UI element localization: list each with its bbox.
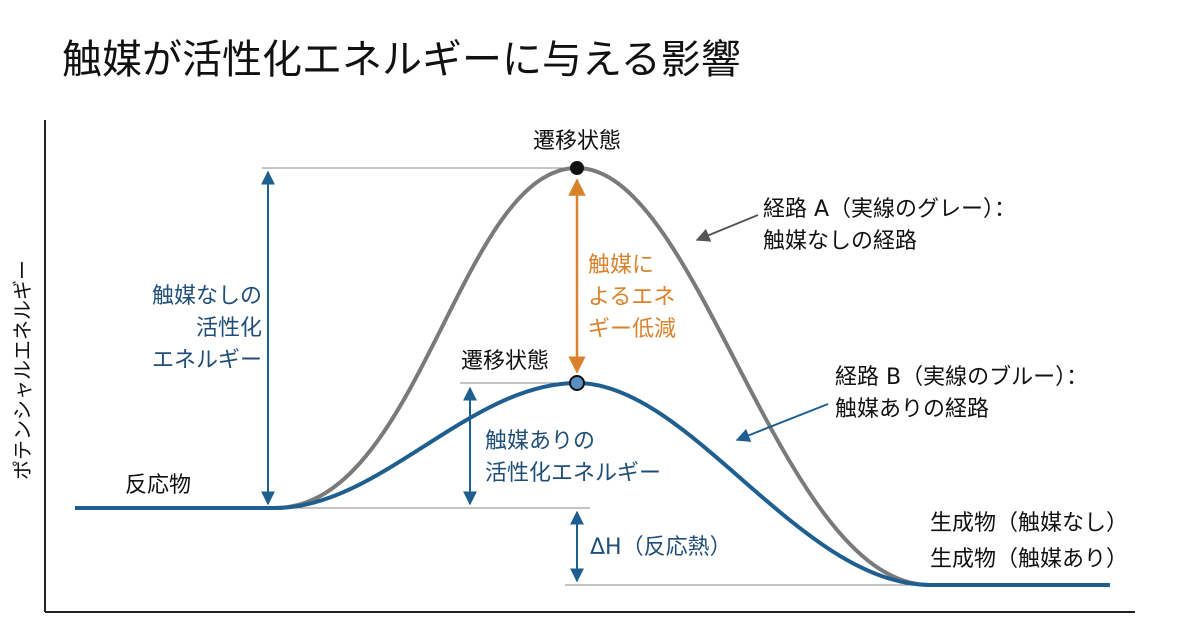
annotation: エネルギー: [152, 348, 262, 373]
path-label: 経路 A（実線のグレー）：: [763, 197, 1016, 222]
annotation: ギー低減: [588, 317, 676, 342]
reactant-label: 反応物: [125, 473, 191, 498]
transition-point-a: [570, 161, 584, 175]
annotation: 活性化エネルギー: [485, 461, 661, 486]
annotation: 触媒なしの: [152, 284, 262, 309]
transition-label: 遷移状態: [461, 349, 549, 374]
transition-label: 遷移状態: [533, 129, 621, 154]
annotation: 触媒に: [588, 253, 654, 278]
delta-h-label: ΔH（反応熱）: [590, 535, 732, 560]
product-label: 生成物（触媒あり）: [930, 547, 1128, 572]
pointer: [695, 214, 759, 242]
y-axis-label: ポテンシャルエネルギー: [11, 260, 35, 480]
path-label: 触媒なしの経路: [763, 229, 917, 254]
path-label: 触媒ありの経路: [835, 397, 989, 422]
annotation: 活性化: [196, 316, 262, 341]
pointer: [735, 403, 829, 442]
path-label: 経路 B（実線のブルー）：: [835, 365, 1088, 390]
transition-point-b: [569, 375, 585, 391]
title: 触媒が活性化エネルギーに与える影響: [62, 37, 741, 83]
product-label: 生成物（触媒なし）: [930, 511, 1128, 536]
annotation: よるエネ: [588, 285, 675, 310]
annotation: 触媒ありの: [485, 429, 595, 454]
